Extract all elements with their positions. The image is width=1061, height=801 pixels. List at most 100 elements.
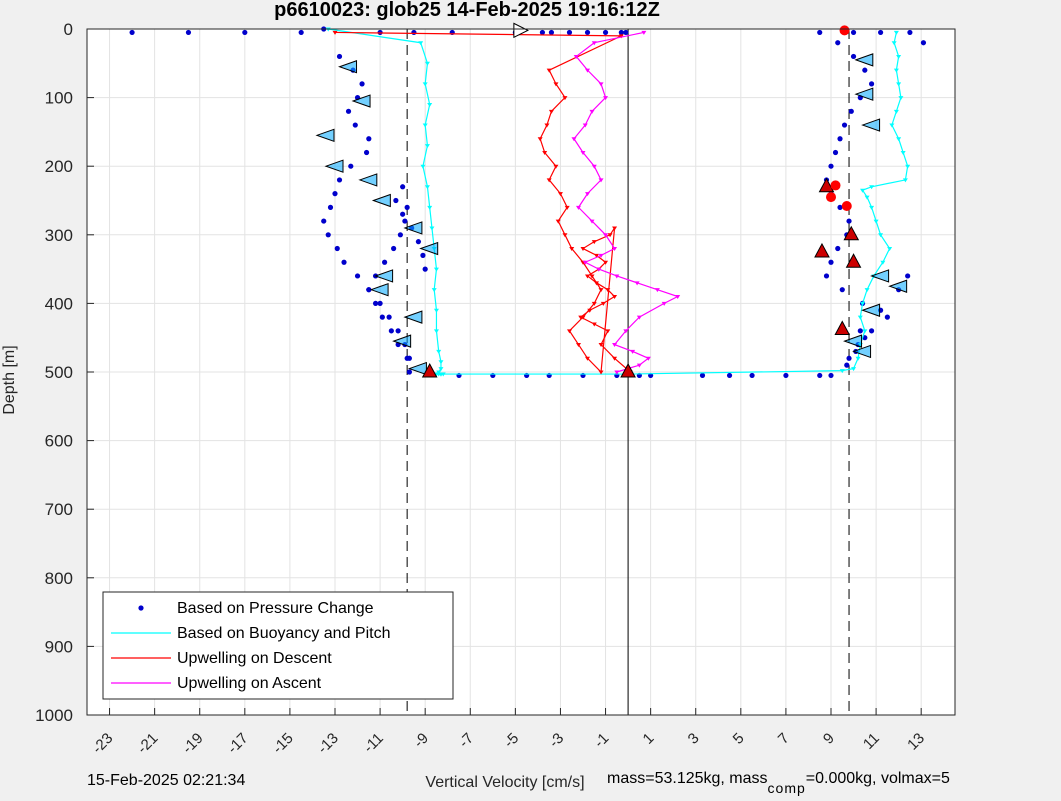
data-point — [379, 314, 385, 320]
data-point — [598, 343, 604, 348]
data-point — [422, 82, 428, 87]
data-point — [348, 163, 354, 169]
y-axis-ticks: 0 100 200 300 400 500 600 700 800 900 1000 — [35, 20, 94, 725]
data-point — [641, 30, 647, 35]
data-point — [699, 372, 706, 379]
data-point — [851, 367, 857, 372]
event-marker — [845, 253, 862, 268]
data-point — [336, 177, 343, 183]
data-point — [839, 369, 845, 374]
data-point — [868, 328, 875, 334]
data-point — [562, 233, 568, 238]
data-point — [372, 300, 379, 306]
data-point — [589, 219, 595, 224]
data-point — [427, 102, 433, 107]
data-point — [359, 81, 365, 87]
x-axis-label: Vertical Velocity [cm/s] — [425, 774, 584, 791]
y-tick-label: 200 — [45, 157, 73, 176]
event-marker — [839, 25, 850, 36]
event-marker — [620, 362, 636, 378]
y-tick-label: 100 — [45, 89, 73, 108]
data-point — [406, 369, 412, 375]
data-point — [589, 274, 595, 279]
data-point — [582, 123, 588, 128]
data-point — [612, 343, 618, 348]
data-point — [891, 41, 897, 46]
y-tick-label: 400 — [45, 294, 73, 313]
data-point — [332, 191, 338, 197]
data-point — [832, 149, 839, 156]
data-point — [332, 30, 338, 35]
data-point — [582, 260, 588, 265]
data-point — [654, 288, 660, 293]
data-point — [585, 356, 591, 361]
direction-marker — [407, 361, 427, 376]
data-point — [612, 226, 618, 231]
data-point — [341, 259, 347, 265]
data-point — [636, 363, 642, 368]
direction-marker — [852, 344, 872, 359]
data-point — [591, 240, 597, 245]
y-tick-label: 500 — [45, 363, 73, 382]
data-point — [835, 245, 841, 252]
data-point — [557, 192, 563, 197]
data-point — [835, 40, 841, 46]
data-point — [400, 184, 406, 190]
data-point — [377, 300, 383, 306]
data-point — [864, 195, 870, 200]
legend-label-based-on-pressure-change: Based on Pressure Change — [177, 600, 374, 617]
data-point — [675, 295, 681, 300]
data-point — [431, 288, 437, 293]
data-point — [566, 329, 572, 334]
data-point — [850, 53, 857, 60]
data-point — [598, 288, 604, 293]
data-point — [860, 301, 866, 306]
data-point — [869, 205, 875, 210]
event-marker — [834, 320, 851, 335]
data-point — [585, 68, 591, 73]
data-point — [603, 260, 609, 265]
data-point — [828, 163, 834, 169]
data-point — [589, 109, 595, 114]
event-marker — [818, 177, 835, 193]
direction-marker — [371, 193, 391, 208]
data-point — [404, 204, 410, 210]
data-point — [548, 29, 555, 36]
event-marker — [843, 225, 860, 241]
data-point — [298, 29, 304, 36]
y-axis-label: Depth [m] — [1, 345, 18, 414]
data-point — [436, 370, 442, 375]
data-point — [575, 343, 581, 348]
data-point — [402, 218, 408, 224]
data-point — [438, 372, 444, 377]
y-tick-label: 800 — [45, 569, 73, 588]
event-marker — [830, 180, 841, 191]
data-point — [893, 30, 899, 35]
legend: Based on Pressure Change Based on Buoyanc… — [102, 591, 454, 700]
data-point — [596, 267, 602, 272]
data-point — [612, 356, 618, 361]
direction-marker — [392, 334, 412, 348]
direction-marker — [403, 310, 423, 324]
data-point — [553, 82, 559, 87]
data-point — [618, 34, 624, 39]
data-point — [438, 367, 444, 372]
data-point — [546, 68, 552, 73]
data-point — [544, 123, 550, 128]
data-point — [837, 204, 843, 210]
data-point — [433, 308, 439, 313]
data-point — [420, 164, 426, 169]
data-point — [612, 295, 618, 300]
data-point — [424, 185, 430, 190]
data-point — [571, 137, 577, 142]
markers-layer — [315, 22, 908, 378]
data-point — [395, 328, 401, 334]
direction-marker — [403, 221, 423, 235]
series-upwelling-on-ascent — [571, 30, 681, 375]
data-point — [427, 205, 433, 210]
series-upwelling-on-descent — [332, 30, 633, 375]
data-point — [564, 205, 570, 210]
data-point — [354, 273, 361, 279]
data-point — [555, 219, 561, 224]
data-point — [562, 96, 568, 101]
